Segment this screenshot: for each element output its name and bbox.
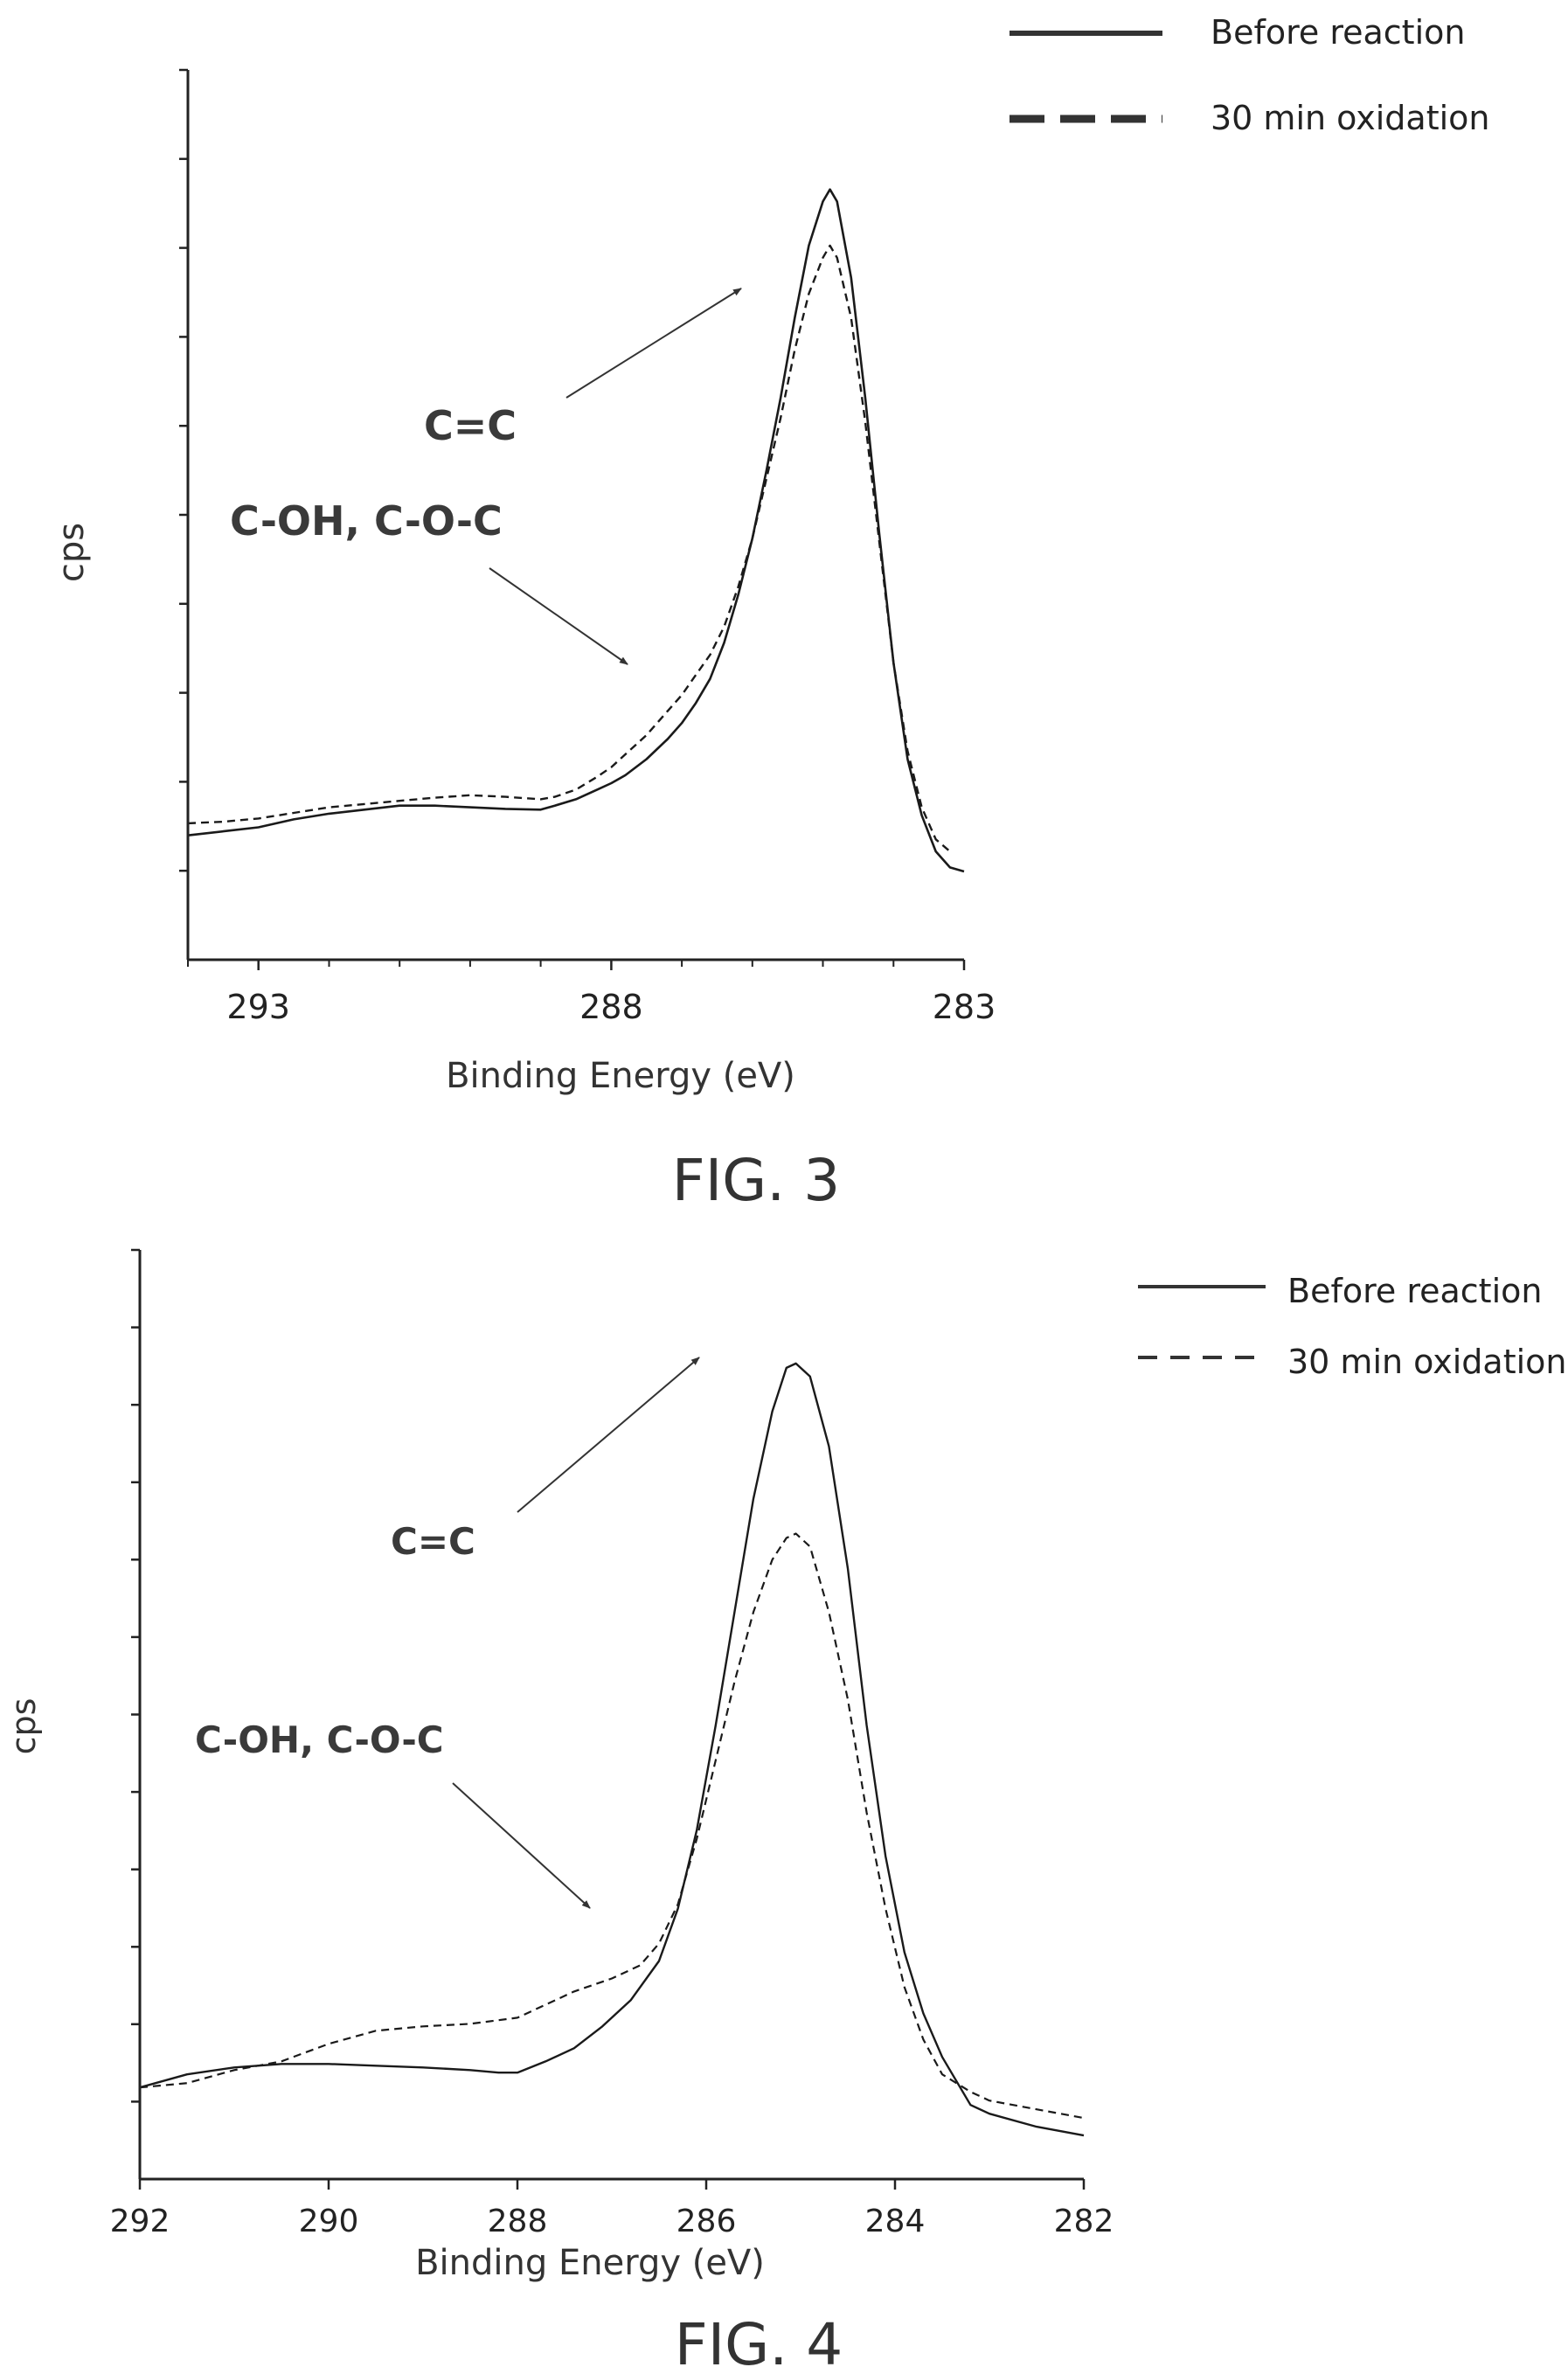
fig4-series-before-line (139, 1362, 1085, 2137)
fig4-x-ticks: 292 290 288 286 284 282 (110, 2179, 1114, 2239)
fig4-x-axis-label: Binding Energy (eV) (415, 2243, 765, 2283)
fig4-series-layer (139, 1362, 1085, 2137)
fig4-legend: Before reaction 30 min oxidation (1138, 1272, 1567, 1381)
fig4-y-ticks (131, 1248, 140, 2103)
fig4-annotation-coh: C-OH, C-O-C (195, 1718, 444, 1761)
fig3-arrow-cc (565, 288, 742, 399)
fig4-series-oxidation-line (139, 1532, 1085, 2120)
fig3-series-before-line (187, 188, 965, 873)
fig3-series-layer (187, 188, 965, 873)
fig3-legend-label-before: Before reaction (1211, 13, 1465, 52)
fig4-x-tick-label: 288 (488, 2204, 548, 2239)
fig4-x-tick-label: 284 (865, 2204, 926, 2239)
fig3-y-ticks (179, 68, 188, 872)
fig4-legend-label-oxid: 30 min oxidation (1287, 1343, 1567, 1381)
fig4-annotation-cc: C=C (391, 1520, 475, 1563)
fig3-series-oxidation-line (187, 244, 951, 853)
fig3-x-tick-label: 288 (579, 988, 643, 1026)
fig3-x-ticks: 293 288 283 (187, 960, 996, 1026)
fig4-x-tick-label: 282 (1054, 2204, 1114, 2239)
fig4-x-tick-label: 290 (299, 2204, 359, 2239)
fig3-caption: FIG. 3 (672, 1147, 841, 1214)
fig3-x-tick-label: 293 (226, 988, 290, 1026)
fig3-legend-label-oxid: 30 min oxidation (1211, 99, 1490, 137)
fig4-x-tick-label: 286 (676, 2204, 737, 2239)
fig4-chart: 292 290 288 286 284 282 cps Binding Energy (e… (4, 1248, 1567, 2374)
fig4-y-axis-label: cps (4, 1698, 43, 1755)
fig3-arrow-coh (489, 567, 628, 665)
fig3-x-tick-label: 283 (933, 988, 996, 1026)
fig4-legend-label-before: Before reaction (1287, 1272, 1542, 1310)
fig3-annotation-coh: C-OH, C-O-C (230, 497, 503, 545)
fig3-chart: 293 288 283 cps Binding Energy (eV) C=C C-… (52, 13, 1490, 1214)
fig4-arrow-coh (452, 1782, 591, 1909)
fig3-legend: Before reaction 30 min oxidation (1009, 13, 1490, 137)
fig4-arrow-cc (517, 1357, 700, 1513)
fig3-annotation-cc: C=C (424, 402, 517, 449)
fig4-x-tick-label: 292 (110, 2204, 170, 2239)
fig3-x-axis-label: Binding Energy (eV) (446, 1056, 795, 1096)
fig4-caption: FIG. 4 (675, 2311, 843, 2374)
fig3-y-axis-label: cps (52, 523, 92, 582)
